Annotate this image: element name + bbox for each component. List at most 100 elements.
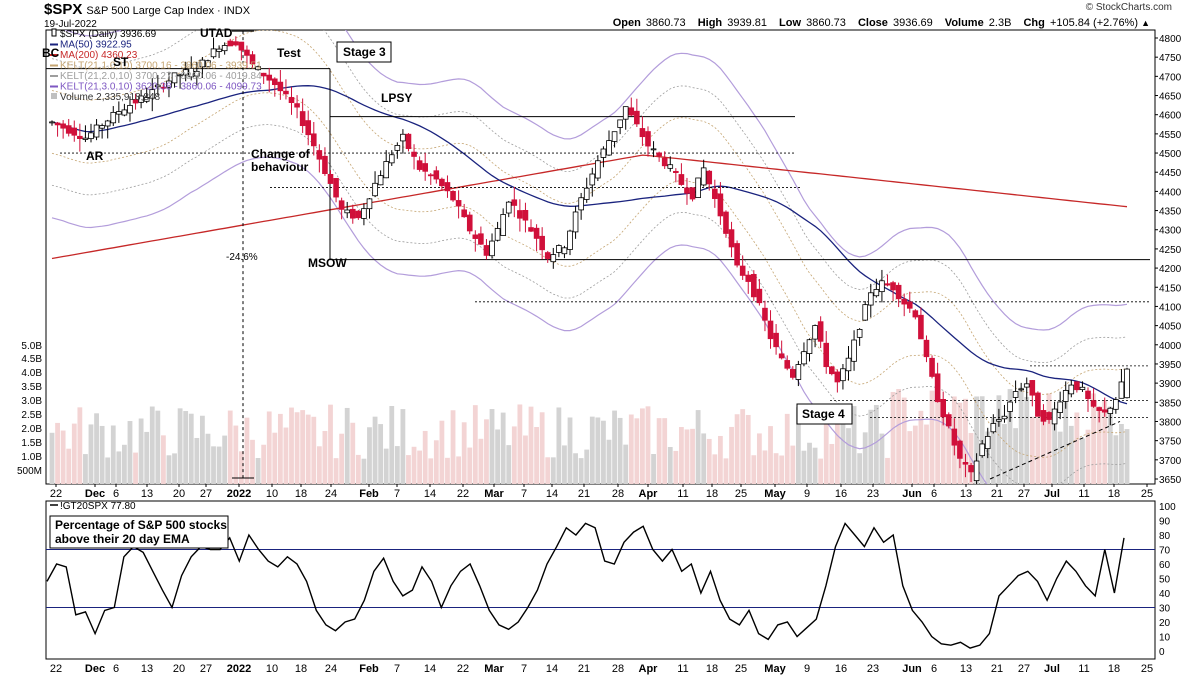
candle-body: [171, 72, 178, 84]
x-tick-label: 18: [1108, 488, 1120, 500]
candle-body: [433, 170, 440, 180]
candle-body: [890, 282, 896, 291]
low-value: 3860.73: [806, 17, 846, 29]
candle-body: [1007, 401, 1013, 412]
candle-body: [561, 247, 568, 255]
candle-body: [556, 245, 562, 253]
volume-bar: [311, 416, 317, 484]
candle-body: [266, 74, 273, 81]
volume-bar: [406, 455, 411, 484]
candle-body: [628, 107, 635, 116]
volume-bar: [773, 453, 779, 484]
candle-body: [901, 298, 908, 305]
legend-item: KELT(21,3.0,10) 3620.38 - 3860.06 - 4099…: [60, 82, 262, 93]
candle-body: [673, 170, 679, 174]
candle-body: [394, 145, 401, 151]
candle-body: [1023, 383, 1030, 388]
annotation-behaviour: behaviour: [251, 160, 309, 174]
x-tick-label: 14: [424, 488, 436, 500]
volume-bar: [127, 421, 133, 484]
volume-bar: [963, 398, 968, 484]
volume-bar: [656, 418, 662, 484]
volume-tick-label: 4.0B: [21, 368, 42, 379]
candle-body: [834, 371, 841, 383]
volume-tick-label: 1.5B: [21, 438, 42, 449]
stockcharts-brand[interactable]: © StockCharts.com: [1085, 2, 1172, 13]
volume-bar: [550, 457, 556, 484]
lower-y-tick-label: 30: [1159, 604, 1171, 615]
candle-body: [600, 148, 607, 158]
candle-body: [155, 84, 161, 88]
volume-bar: [428, 458, 434, 484]
lower-panel-frame: [45, 500, 1156, 660]
lower-x-tick-label: 22: [50, 663, 62, 675]
legend-item: KELT(21,1.0,10) 3700.16 - 3860.06 - 3939…: [60, 61, 262, 72]
symbol-text: $SPX: [44, 1, 83, 18]
candle-body: [305, 120, 312, 136]
volume-bar: [667, 447, 673, 484]
chg-label: Chg: [1023, 17, 1045, 29]
x-tick-label: 28: [612, 488, 624, 500]
volume-bar: [138, 418, 144, 484]
volume-bar: [1113, 435, 1119, 484]
volume-bar: [790, 445, 796, 484]
candle-body: [1068, 384, 1075, 395]
candle-body: [845, 357, 852, 372]
volume-bar: [745, 414, 751, 484]
volume-bar: [901, 397, 907, 484]
volume-bar: [266, 411, 272, 484]
candle-body: [333, 178, 339, 198]
x-tick-label: 21: [578, 488, 590, 500]
chart-symbol: $SPX S&P 500 Large Cap Index · INDX: [44, 1, 250, 18]
candle-body: [1079, 386, 1086, 390]
annotation-lpsy: LPSY: [381, 91, 412, 105]
candle-body: [968, 465, 974, 473]
volume-bar: [255, 457, 261, 484]
volume-label: Volume: [944, 17, 984, 29]
volume-bar: [601, 420, 606, 484]
volume-bar: [71, 423, 77, 484]
volume-bar: [851, 406, 857, 484]
lower-legend-item: !GT20SPX 77.80: [60, 501, 136, 512]
candle-body: [489, 240, 495, 257]
candle-body: [344, 209, 351, 214]
y-tick-label: 4550: [1159, 130, 1182, 141]
candle-body: [316, 150, 323, 160]
x-tick-label: 22: [50, 488, 62, 500]
volume-bar: [1007, 389, 1013, 484]
candle-body: [77, 135, 83, 139]
volume-bar: [1063, 389, 1069, 484]
x-tick-label: 27: [1018, 488, 1030, 500]
volume-bar: [562, 445, 567, 484]
candle-body: [762, 307, 768, 321]
volume-bar: [623, 444, 629, 484]
candle-body: [99, 125, 105, 129]
candle-body: [478, 233, 484, 245]
volume-bar: [712, 454, 718, 484]
lower-x-tick-label: Apr: [639, 663, 659, 675]
volume-tick-label: 2.0B: [21, 424, 42, 435]
volume-bar: [679, 427, 684, 484]
annotation-change-of: Change of: [251, 147, 311, 161]
candle-body: [734, 243, 740, 266]
volume-bar: [834, 414, 840, 484]
volume-bar: [372, 416, 378, 484]
x-tick-label: Apr: [639, 488, 659, 500]
x-tick-label: 13: [960, 488, 972, 500]
legend-item: Volume 2,335,918,848: [60, 92, 161, 103]
y-tick-label: 4650: [1159, 92, 1182, 103]
volume-bar: [885, 457, 890, 484]
volume-bar: [784, 413, 790, 484]
candle-body: [1046, 412, 1052, 420]
annotation-test: Test: [277, 46, 301, 60]
volume-bar: [706, 438, 712, 484]
y-tick-label: 4500: [1159, 149, 1182, 160]
volume-bar: [133, 452, 138, 484]
lower-x-tick-label: 2022: [227, 663, 251, 675]
candle-body: [867, 292, 874, 306]
volume-bar: [606, 439, 612, 484]
candle-body: [238, 41, 245, 51]
volume-bar: [378, 424, 384, 484]
y-tick-label: 3750: [1159, 437, 1182, 448]
